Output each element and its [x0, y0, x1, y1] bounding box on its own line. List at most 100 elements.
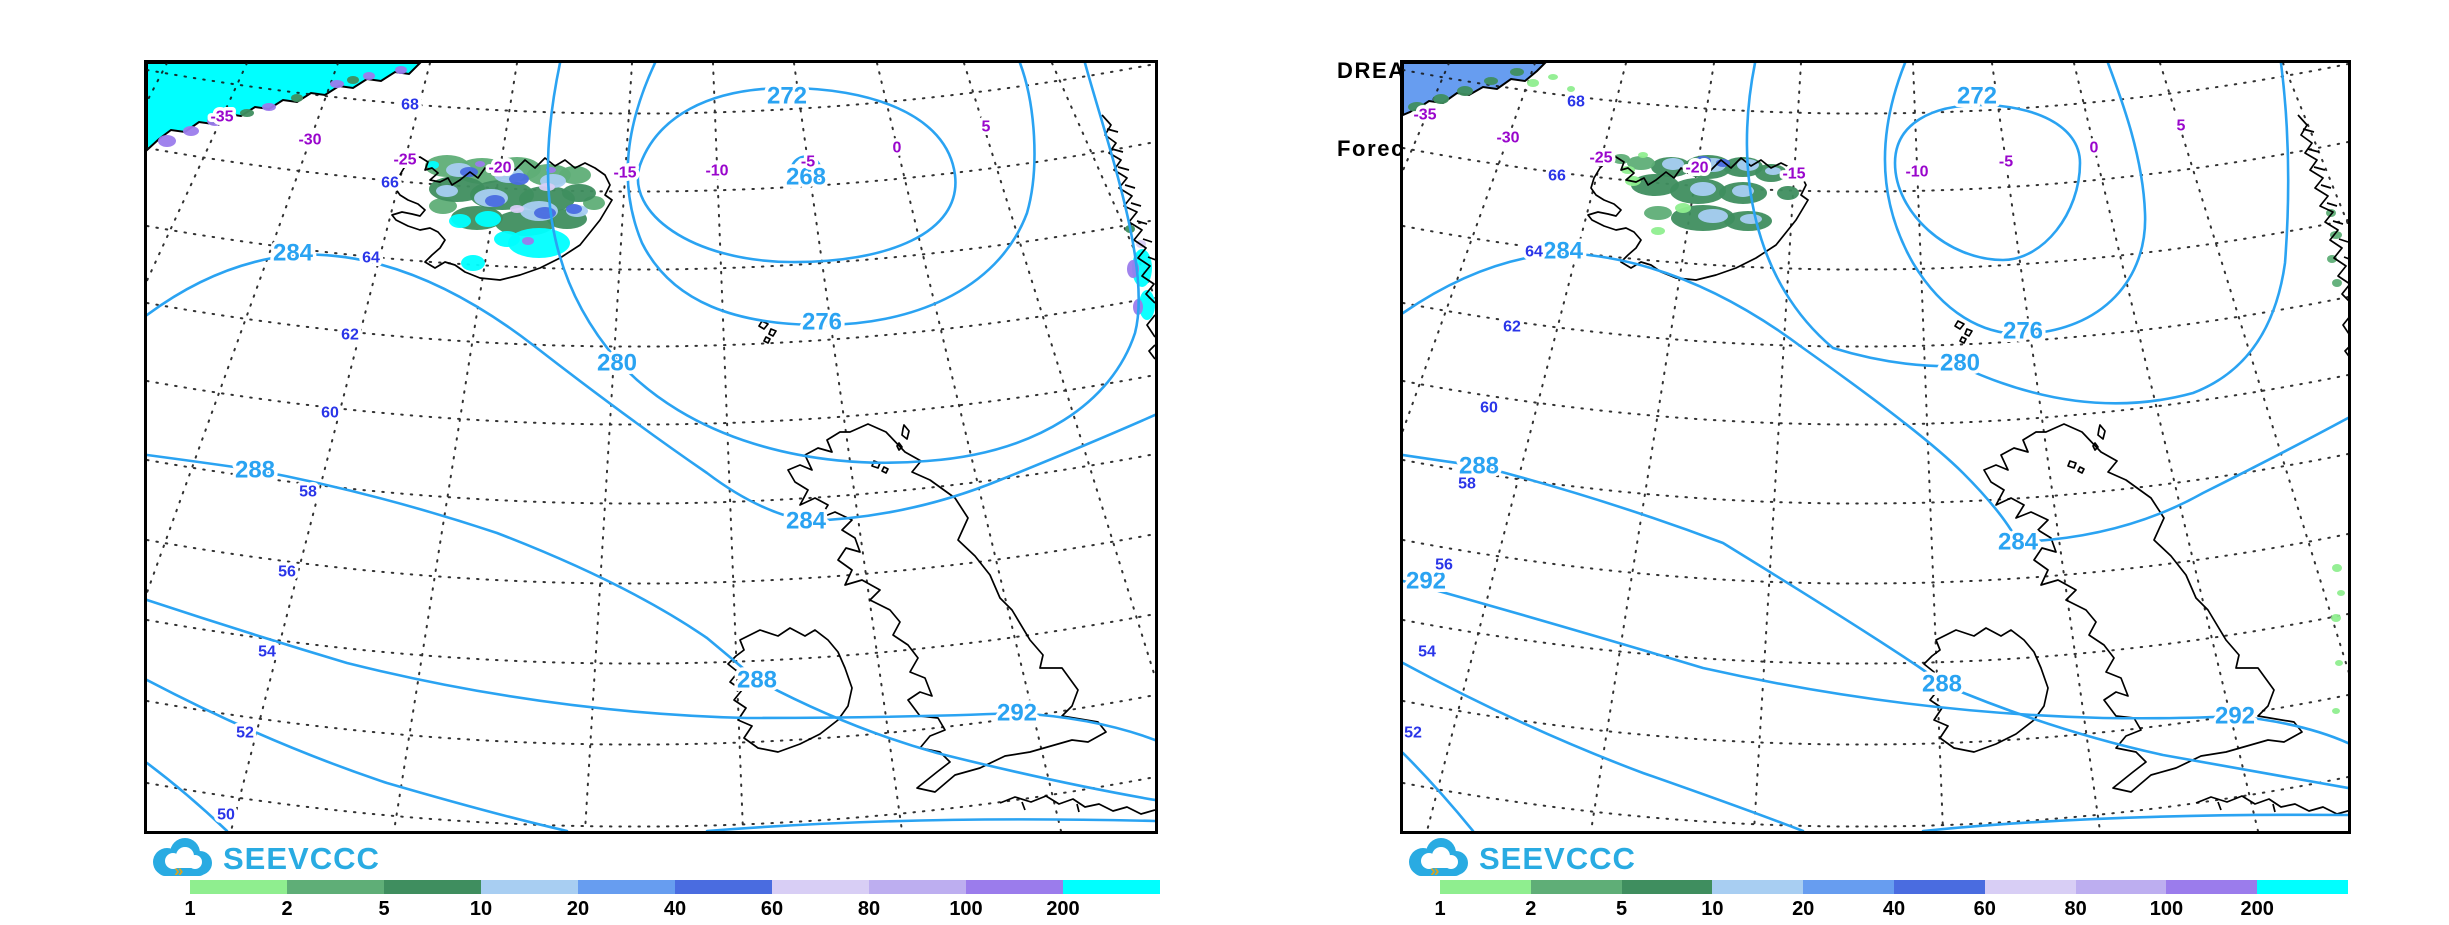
svg-text:292: 292	[997, 700, 1037, 727]
svg-text:284: 284	[1998, 529, 2039, 556]
svg-text:-10: -10	[1905, 164, 1928, 181]
svg-text:-20: -20	[1685, 160, 1708, 177]
cloud-logo-icon: »	[1409, 838, 1468, 880]
colorbar-segment	[1530, 880, 1622, 894]
svg-text:288: 288	[235, 457, 275, 484]
colorbar-tick-label: 60	[760, 898, 784, 920]
left-weather-map: 272 268 276 280 284 284 288 288 292 68 66 64 62 60 58 5…	[144, 60, 1158, 834]
svg-text:0: 0	[893, 140, 902, 157]
colorbar-segment	[1440, 880, 1531, 894]
svg-text:284: 284	[786, 508, 827, 535]
svg-text:»: »	[174, 861, 183, 880]
colorbar-segment	[869, 880, 966, 894]
colorbar-segment	[1712, 880, 1804, 894]
colorbar-tick-label: 1	[184, 898, 196, 920]
svg-text:-30: -30	[298, 132, 321, 149]
svg-text:-35: -35	[1413, 107, 1436, 124]
svg-text:288: 288	[1459, 453, 1499, 480]
colorbar-segment	[384, 880, 481, 894]
colorbar-tick-label: 200	[2240, 898, 2274, 920]
colorbar-segment	[675, 880, 772, 894]
colorbar-segment	[1063, 880, 1160, 894]
svg-text:288: 288	[1922, 671, 1962, 698]
right-snow-colorbar	[1440, 880, 2348, 894]
svg-text:-5: -5	[801, 154, 815, 171]
svg-text:52: 52	[236, 725, 254, 742]
svg-text:288: 288	[737, 667, 777, 694]
colorbar-tick-label: 40	[663, 898, 687, 920]
colorbar-tick-label: 2	[281, 898, 293, 920]
colorbar-tick-label: 80	[857, 898, 881, 920]
svg-text:52: 52	[1404, 725, 1422, 742]
colorbar-segment	[772, 880, 869, 894]
svg-text:-10: -10	[705, 163, 728, 180]
svg-text:58: 58	[299, 484, 317, 501]
svg-text:62: 62	[1503, 319, 1521, 336]
svg-text:-25: -25	[393, 152, 416, 169]
svg-text:62: 62	[341, 327, 359, 344]
svg-text:272: 272	[767, 83, 807, 110]
svg-text:68: 68	[401, 97, 419, 114]
svg-text:54: 54	[1418, 644, 1436, 661]
svg-text:60: 60	[321, 405, 339, 422]
colorbar-segment	[2075, 880, 2167, 894]
colorbar-segment	[1984, 880, 2076, 894]
svg-text:272: 272	[1957, 83, 1997, 110]
svg-text:-35: -35	[210, 109, 233, 126]
colorbar-tick-label: 5	[378, 898, 390, 920]
colorbar-tick-label: 60	[1973, 898, 1996, 920]
colorbar-segment	[966, 880, 1063, 894]
left-snow-colorbar	[190, 880, 1160, 894]
svg-text:-20: -20	[488, 160, 511, 177]
colorbar-segment	[481, 880, 578, 894]
colorbar-segment	[1893, 880, 1985, 894]
colorbar-tick-label: 80	[2064, 898, 2087, 920]
svg-text:5: 5	[2177, 118, 2186, 135]
colorbar-tick-label: 40	[1882, 898, 1906, 920]
svg-text:280: 280	[597, 350, 637, 377]
colorbar-tick-label: 10	[469, 898, 493, 920]
svg-text:66: 66	[381, 175, 399, 192]
right-map-canvas: 272 276 280 284 284 288 288 292 292 68 66 64 62 60 58 5…	[1403, 63, 2348, 831]
svg-text:292: 292	[1406, 568, 1446, 595]
left-logo-text: SEEVCCC	[223, 841, 380, 876]
svg-text:292: 292	[2215, 703, 2255, 730]
left-map-canvas: 272 268 276 280 284 284 288 288 292 68 66 64 62 60 58 5…	[147, 63, 1155, 831]
svg-text:56: 56	[278, 564, 296, 581]
colorbar-segment	[287, 880, 384, 894]
right-weather-map: 272 276 280 284 284 288 288 292 292 68 66 64 62 60 58 5…	[1400, 60, 2351, 834]
svg-text:56: 56	[1435, 557, 1453, 574]
svg-text:284: 284	[273, 240, 314, 267]
colorbar-tick-label: 200	[1046, 898, 1080, 920]
colorbar-tick-label: 2	[1525, 898, 1537, 920]
svg-text:-15: -15	[613, 165, 636, 182]
svg-text:-5: -5	[1999, 154, 2013, 171]
colorbar-segment	[2166, 880, 2258, 894]
svg-text:268: 268	[786, 164, 826, 191]
colorbar-tick-label: 20	[1792, 898, 1815, 920]
svg-text:-30: -30	[1496, 130, 1519, 147]
svg-text:5: 5	[982, 119, 991, 136]
colorbar-segment	[190, 880, 287, 894]
svg-text:68: 68	[1567, 94, 1585, 111]
svg-text:66: 66	[1548, 168, 1566, 185]
svg-text:280: 280	[1940, 350, 1980, 377]
svg-text:60: 60	[1480, 400, 1498, 417]
colorbar-segment	[1621, 880, 1713, 894]
colorbar-tick-label: 100	[2149, 898, 2184, 920]
svg-text:»: »	[1430, 861, 1439, 880]
svg-text:0: 0	[2090, 140, 2099, 157]
colorbar-segment	[1803, 880, 1894, 894]
colorbar-segment	[2257, 880, 2348, 894]
left-seevccc-logo: » SEEVCCC	[147, 836, 380, 882]
svg-text:276: 276	[802, 309, 842, 336]
svg-text:-25: -25	[1589, 150, 1612, 167]
svg-text:64: 64	[1525, 244, 1543, 261]
svg-text:54: 54	[258, 644, 276, 661]
svg-text:276: 276	[2003, 318, 2043, 345]
svg-text:50: 50	[217, 807, 235, 824]
svg-text:58: 58	[1458, 476, 1476, 493]
colorbar-segment	[578, 880, 675, 894]
svg-text:-15: -15	[1782, 166, 1805, 183]
